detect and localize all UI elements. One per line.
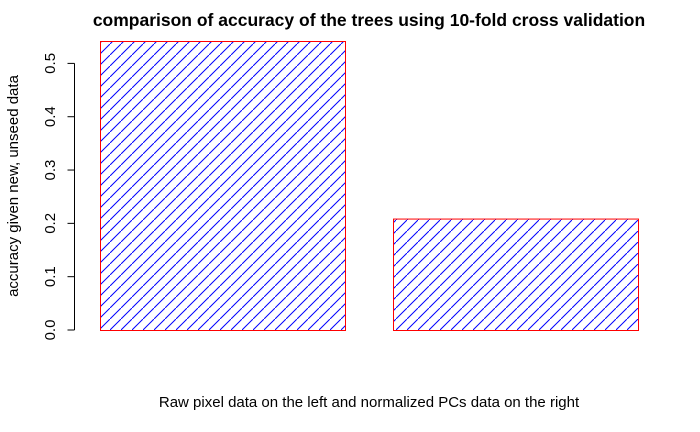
x-axis-label: Raw pixel data on the left and normalize… xyxy=(159,394,580,411)
y-tick-label: 0.3 xyxy=(42,160,59,181)
bars xyxy=(100,41,639,331)
chart-title: comparison of accuracy of the trees usin… xyxy=(93,10,645,30)
y-tick-label: 0.2 xyxy=(42,213,59,234)
bar-2 xyxy=(393,218,639,331)
y-axis: 0.0 0.1 0.2 0.3 0.4 0.5 xyxy=(42,53,75,340)
y-tick-label: 0.5 xyxy=(42,53,59,74)
y-tick-label: 0.0 xyxy=(42,320,59,341)
y-axis-label: accuracy given new, unseed data xyxy=(5,74,22,296)
bar-1 xyxy=(100,41,346,331)
y-tick-label: 0.4 xyxy=(42,106,59,127)
y-tick-label: 0.1 xyxy=(42,266,59,287)
